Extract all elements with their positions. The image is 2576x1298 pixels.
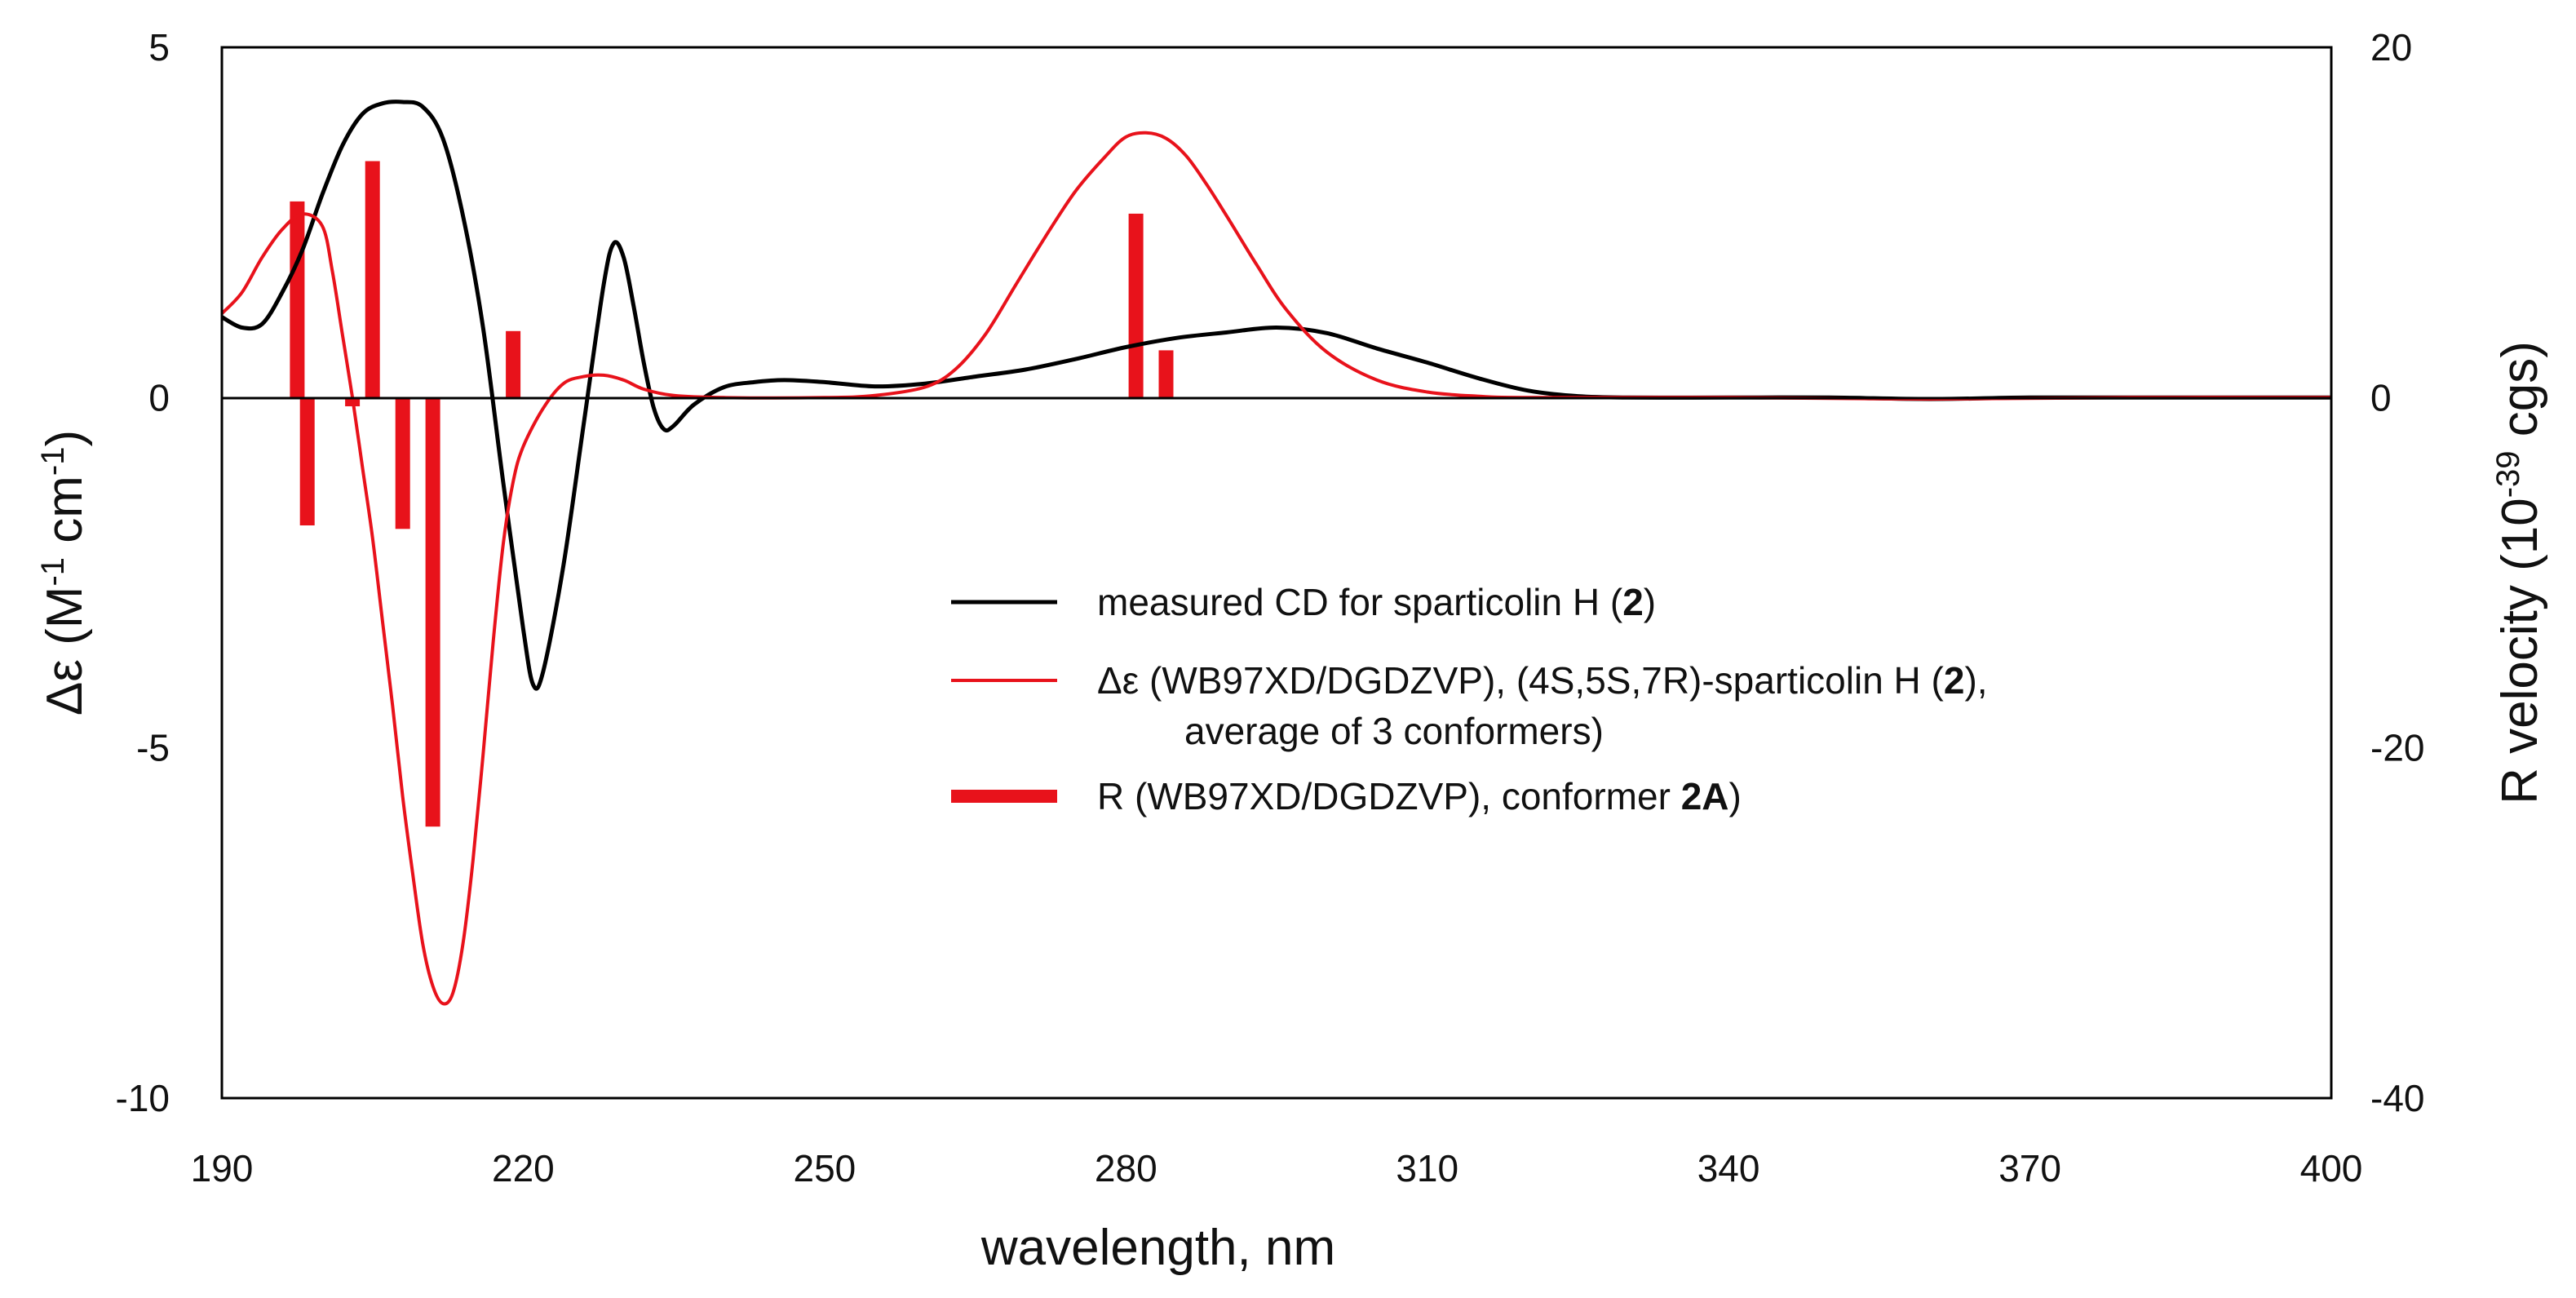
y-right-tick-label: -40 <box>2370 1077 2424 1119</box>
rotatory-strength-bars <box>290 161 1174 827</box>
y-right-tick-label: -20 <box>2370 727 2424 769</box>
y-axis-left-title: Δε (M-1 cm-1) <box>35 430 93 715</box>
x-tick-label: 310 <box>1396 1147 1458 1189</box>
y-left-tick-label: -5 <box>136 727 170 769</box>
rotatory-strength-bar <box>1128 213 1144 398</box>
y-right-tick-label: 20 <box>2370 26 2412 69</box>
x-tick-label: 190 <box>191 1147 254 1189</box>
x-tick-label: 220 <box>492 1147 555 1189</box>
x-axis-title: wavelength, nm <box>980 1220 1335 1276</box>
y-left-tick-label: -10 <box>116 1077 170 1119</box>
legend: measured CD for sparticolin H (2) Δε (WB… <box>951 581 1988 817</box>
x-tick-label: 340 <box>1697 1147 1760 1189</box>
legend-swatch-rotatory-strength <box>951 790 1057 803</box>
y-left-tick-label: 0 <box>148 376 170 419</box>
rotatory-strength-bar <box>365 161 380 398</box>
y-axis-right-title: R velocity (10-39 cgs) <box>2490 341 2548 804</box>
x-tick-label: 400 <box>2300 1147 2363 1189</box>
rotatory-strength-bar <box>1158 350 1174 398</box>
rotatory-strength-bar <box>425 397 440 827</box>
rotatory-strength-bar <box>395 397 410 529</box>
rotatory-strength-bar <box>299 397 315 525</box>
legend-label-rotatory-strength: R (WB97XD/DGDZVP), conformer 2A) <box>1097 775 1742 817</box>
y-left-tick-label: 5 <box>148 26 170 69</box>
plot-frame <box>220 46 2333 1100</box>
legend-label-calculated-de: Δε (WB97XD/DGDZVP), (4S,5S,7R)-sparticol… <box>1097 659 1988 702</box>
calculated-de-line <box>220 131 2332 1006</box>
legend-label-calculated-de-cont: average of 3 conformers) <box>1184 710 1604 752</box>
x-tick-label: 280 <box>1095 1147 1157 1189</box>
rotatory-strength-bar <box>506 330 521 398</box>
rotatory-strength-bar <box>290 201 305 398</box>
x-tick-label: 250 <box>794 1147 856 1189</box>
legend-label-measured-cd: measured CD for sparticolin H (2) <box>1097 581 1656 623</box>
x-tick-label: 370 <box>1998 1147 2061 1189</box>
axis-ticks: 190 220 250 280 310 340 370 400 5 0 -5 -10 20 0 -20 -40 <box>116 26 2425 1189</box>
y-right-tick-label: 0 <box>2370 376 2392 419</box>
